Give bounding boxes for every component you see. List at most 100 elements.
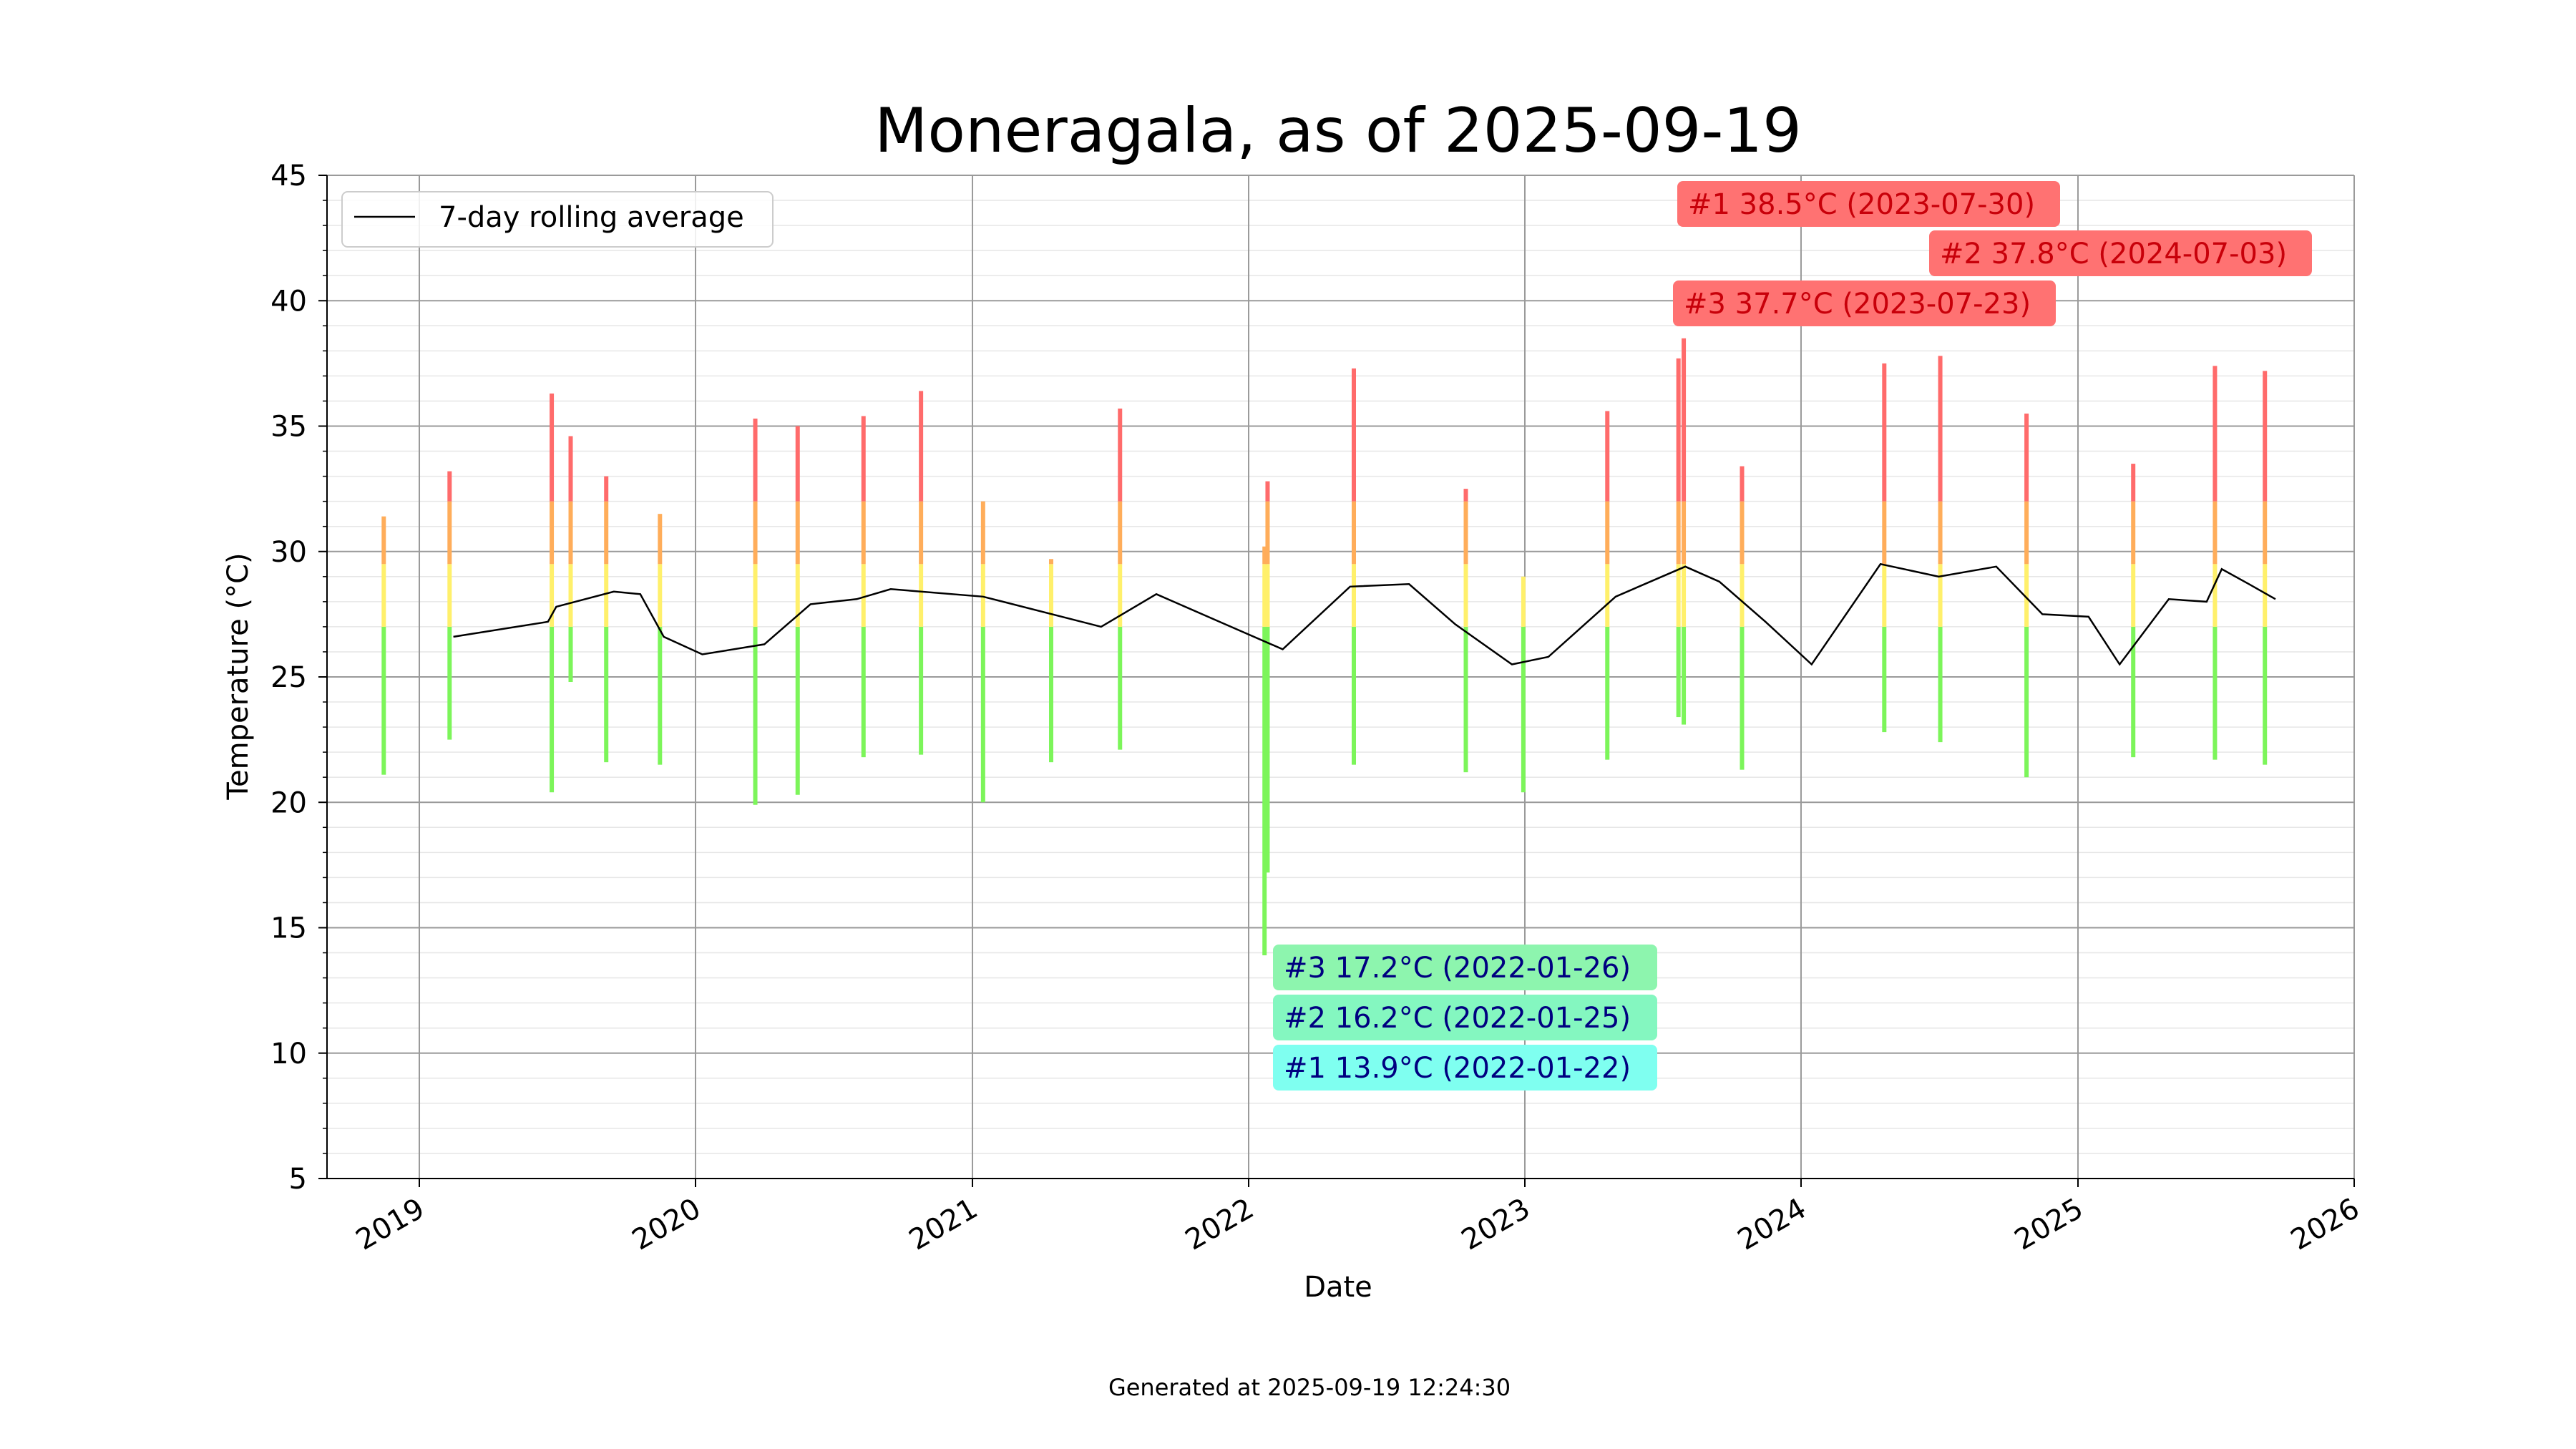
- bar-segment: [550, 393, 555, 502]
- bar-segment: [1262, 626, 1267, 956]
- daily-range-bar: [1118, 408, 1123, 750]
- daily-range-bar: [1265, 481, 1270, 873]
- bar-segment: [1262, 546, 1267, 565]
- bar-segment: [1118, 564, 1123, 627]
- daily-range-bar: [753, 418, 758, 805]
- max-annotation-1: #1 38.5°C (2023-07-30): [1688, 188, 2035, 221]
- daily-range-bar: [980, 501, 985, 803]
- y-tick-label: 10: [270, 1038, 307, 1070]
- bar-segment: [919, 501, 924, 565]
- bar-segment: [2131, 501, 2136, 565]
- bar-segment: [550, 501, 555, 565]
- y-axis-label: Temperature (°C): [222, 552, 255, 800]
- legend-box: [341, 191, 774, 248]
- bar-segment: [1882, 626, 1887, 733]
- max-annotations: #1 38.5°C (2023-07-30) #2 37.8°C (2024-0…: [1673, 181, 2312, 326]
- bar-segment: [1676, 564, 1681, 627]
- bar-segment: [604, 476, 609, 502]
- min-annotations: #3 17.2°C (2022-01-26) #2 16.2°C (2022-0…: [1273, 945, 1657, 1091]
- x-tick-label: 2019: [351, 1192, 430, 1257]
- min-annotation-2-box: [1273, 995, 1657, 1040]
- daily-range-bar: [1682, 338, 1687, 725]
- y-tick-label: 30: [270, 536, 307, 569]
- max-annotation-2: #2 37.8°C (2024-07-03): [1940, 238, 2287, 270]
- bar-segment: [919, 564, 924, 627]
- daily-range-bar: [919, 391, 924, 755]
- bar-segment: [1352, 564, 1357, 627]
- bar-segment: [2263, 626, 2268, 765]
- bar-segment: [381, 564, 386, 627]
- chart-title: Moneragala, as of 2025-09-19: [874, 95, 1802, 167]
- max-annotation-3-box: [1673, 280, 2056, 326]
- y-tick-label: 20: [270, 786, 307, 819]
- bar-segment: [381, 626, 386, 775]
- bar-segment: [980, 564, 985, 627]
- bar-segment: [2024, 564, 2029, 627]
- bar-segment: [861, 416, 866, 502]
- daily-range-bar: [1605, 411, 1610, 760]
- daily-range-bar: [1463, 489, 1468, 773]
- bar-segment: [658, 564, 663, 627]
- daily-range-bar: [1049, 559, 1054, 763]
- daily-range-bar: [1882, 363, 1887, 733]
- bar-segment: [2024, 413, 2029, 502]
- bar-segment: [1682, 626, 1687, 725]
- rolling-average-line: [453, 562, 2276, 666]
- daily-range-bar: [1262, 546, 1267, 956]
- y-tick-label: 5: [289, 1163, 307, 1196]
- bar-segment: [1049, 559, 1054, 565]
- bar-segment: [861, 626, 866, 758]
- bar-segment: [1676, 626, 1681, 718]
- bar-segment: [1938, 356, 1943, 502]
- bar-segment: [2024, 501, 2029, 565]
- x-axis-label: Date: [1304, 1271, 1372, 1304]
- daily-range-bar: [795, 426, 800, 795]
- y-tick-label: 15: [270, 912, 307, 945]
- bar-segment: [568, 436, 573, 502]
- bar-segment: [1605, 501, 1610, 565]
- bar-segment: [1521, 576, 1526, 627]
- bar-segment: [795, 426, 800, 502]
- daily-range-bar: [550, 393, 555, 793]
- bar-segment: [604, 564, 609, 627]
- bar-segment: [1605, 411, 1610, 502]
- legend-label-rolling-average: 7-day rolling average: [439, 201, 744, 234]
- bar-segment: [1740, 564, 1745, 627]
- bar-segment: [1938, 564, 1943, 627]
- bar-segment: [795, 626, 800, 795]
- daily-range-bar: [1521, 576, 1526, 793]
- max-annotation-1-box: [1677, 181, 2060, 227]
- y-tick-label: 25: [270, 661, 307, 694]
- max-annotation-2-box: [1929, 230, 2312, 276]
- bar-segment: [2024, 626, 2029, 778]
- x-tick-label: 2021: [904, 1192, 983, 1257]
- daily-range-bar: [1676, 358, 1681, 718]
- bar-segment: [1882, 363, 1887, 502]
- bar-segment: [447, 626, 452, 740]
- x-tick-label: 2025: [2009, 1192, 2089, 1257]
- min-annotation-1: #1 13.9°C (2022-01-22): [1284, 1052, 1631, 1085]
- x-axis-ticks: 2019 2020 2021 2022 2023 2024 2025 2026: [351, 1179, 2365, 1257]
- bar-segment: [1265, 501, 1270, 565]
- bar-segment: [1938, 626, 1943, 743]
- min-annotation-1-box: [1273, 1045, 1657, 1091]
- min-annotation-2: #2 16.2°C (2022-01-25): [1284, 1002, 1631, 1035]
- bar-segment: [753, 501, 758, 565]
- bar-segment: [861, 564, 866, 627]
- bar-segment: [1352, 368, 1357, 502]
- x-tick-label: 2023: [1456, 1192, 1536, 1257]
- bar-segment: [1682, 564, 1687, 627]
- bar-segment: [1049, 564, 1054, 627]
- y-tick-label: 35: [270, 411, 307, 444]
- bar-segment: [381, 516, 386, 565]
- bar-segment: [1938, 501, 1943, 565]
- bar-segment: [1676, 501, 1681, 565]
- bar-segment: [1882, 564, 1887, 627]
- daily-range-bar: [1352, 368, 1357, 765]
- daily-range-bar: [1938, 356, 1943, 743]
- bar-segment: [753, 418, 758, 502]
- bar-segment: [1463, 489, 1468, 502]
- bar-segment: [1676, 358, 1681, 502]
- bar-segment: [2212, 366, 2218, 502]
